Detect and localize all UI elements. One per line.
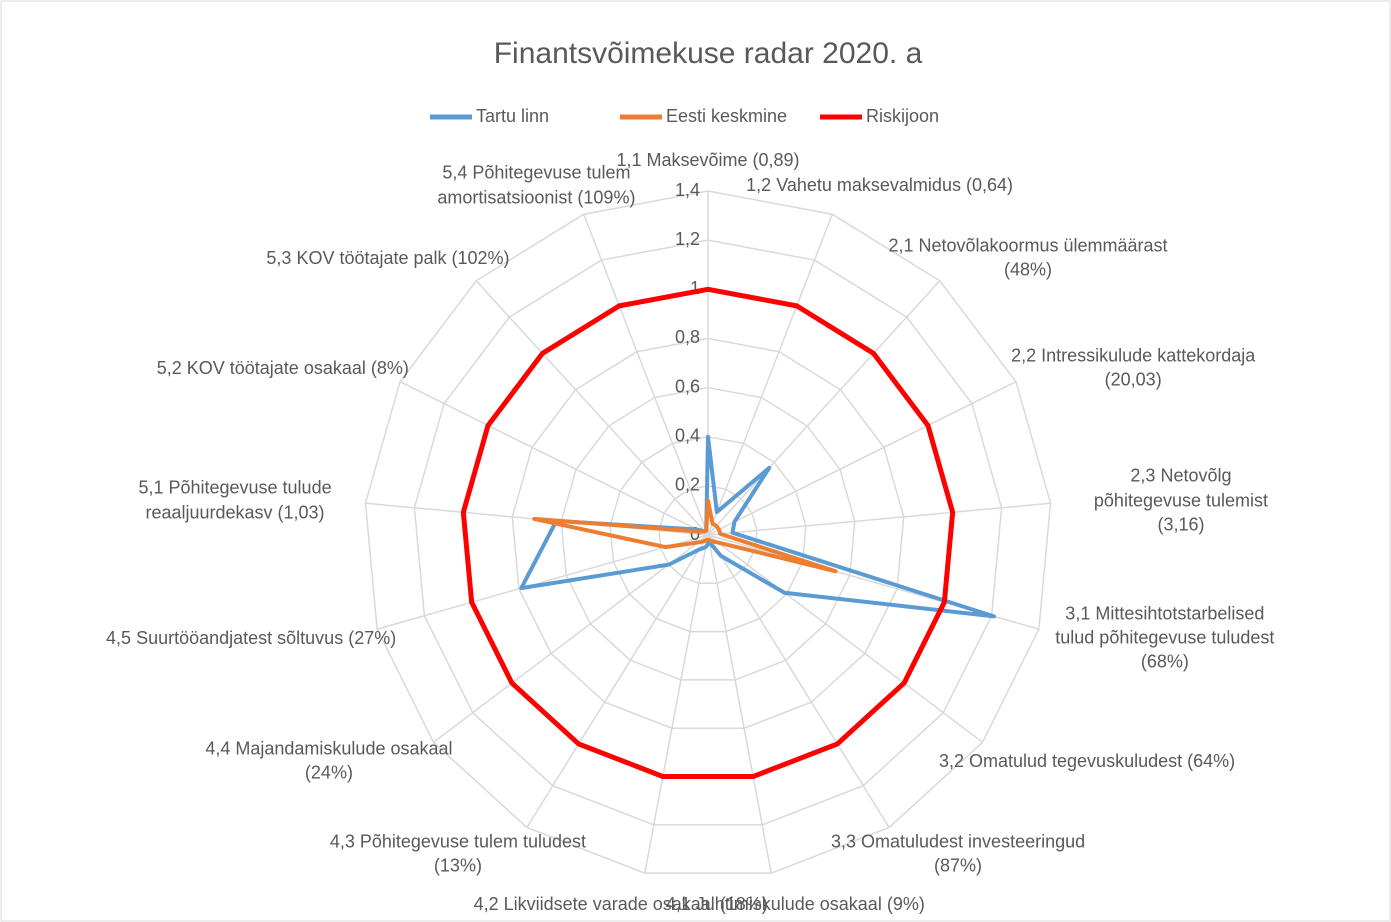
legend-label: Riskijoon [866, 106, 939, 126]
spoke [707, 534, 890, 828]
grid-line [364, 190, 1052, 874]
series-line [532, 498, 838, 574]
grid-line [658, 485, 758, 585]
spoke [376, 534, 709, 630]
axis-label: 3,1 Mittesihtotstarbelised tulud põhiteg… [1055, 603, 1275, 672]
axis-label: 4,1 Juhtimiskulude osakaal (9%) [665, 893, 925, 914]
axis-label: 2,2 Intressikulude kattekordaja (20,03) [1011, 345, 1256, 390]
axis-label: 5,4 Põhitegevuse tulem amortisatsioonist… [437, 163, 636, 208]
legend-label: Tartu linn [476, 106, 549, 126]
chart-title: Finantsvõimekuse radar 2020. a [494, 37, 923, 70]
grid-line [511, 337, 905, 729]
spoke [707, 502, 1051, 536]
spoke [526, 534, 709, 828]
y-tick-label: 0,4 [675, 425, 700, 445]
axis-label: 1,2 Vahetu maksevalmidus (0,64) [746, 175, 1013, 196]
spoke [399, 380, 709, 536]
spoke [583, 213, 709, 536]
axis-label: 4,2 Likviidsete varade osakaal (18%) [473, 893, 768, 914]
spoke [707, 213, 833, 536]
axis-label: 2,1 Netovõlakoormus ülemmäärast (48%) [888, 235, 1168, 280]
y-tick-label: 1,4 [675, 180, 700, 200]
axis-label: 4,3 Põhitegevuse tulem tuludest (13%) [329, 831, 587, 876]
axis-label: 4,4 Majandamiskulude osakaal (24%) [205, 738, 453, 783]
series-line [460, 286, 956, 780]
y-tick-label: 0,6 [675, 376, 700, 396]
y-tick-label: 0 [690, 524, 700, 544]
legend-label: Eesti keskmine [666, 106, 787, 126]
spoke [644, 534, 709, 874]
axis-label: 3,3 Omatuludest investeeringud (87%) [830, 831, 1086, 876]
y-tick-label: 1 [690, 278, 700, 298]
axis-label: 3,2 Omatulud tegevuskuludest (64%) [938, 750, 1236, 771]
axis-label: 5,3 KOV töötajate palk (102%) [266, 247, 510, 268]
axis-label: 2,3 Netovõlg põhitegevuse tulemist (3,16… [1093, 465, 1269, 535]
axis-label: 5,2 KOV töötajate osakaal (8%) [156, 357, 409, 378]
spoke [707, 534, 983, 743]
spoke [707, 534, 772, 874]
axis-label: 4,5 Suurtööandjatest sõltuvus (27%) [106, 627, 397, 648]
y-tick-label: 0,8 [675, 327, 700, 347]
y-tick-label: 0,2 [675, 475, 700, 495]
spoke [707, 380, 1017, 536]
spoke [707, 280, 941, 536]
axis-label: 1,1 Maksevõime (0,89) [616, 149, 800, 170]
axis-label: 5,1 Põhitegevuse tulude reaaljuurdekasv … [138, 478, 332, 523]
grid-line [560, 386, 856, 681]
grid-line [413, 239, 1003, 826]
grid-line [609, 435, 807, 633]
spoke [475, 280, 709, 536]
spoke [433, 534, 709, 743]
y-tick-label: 1,2 [675, 229, 700, 249]
